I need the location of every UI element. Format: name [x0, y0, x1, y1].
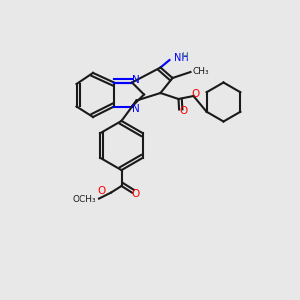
Text: NH: NH — [174, 53, 189, 64]
Text: CH₃: CH₃ — [193, 68, 209, 76]
Text: H: H — [181, 52, 188, 61]
Text: OCH₃: OCH₃ — [72, 195, 96, 204]
Text: N: N — [132, 75, 140, 85]
Text: N: N — [132, 104, 140, 114]
Text: O: O — [192, 89, 200, 100]
Text: O: O — [97, 186, 106, 196]
Text: O: O — [179, 106, 188, 116]
Text: O: O — [131, 189, 139, 199]
